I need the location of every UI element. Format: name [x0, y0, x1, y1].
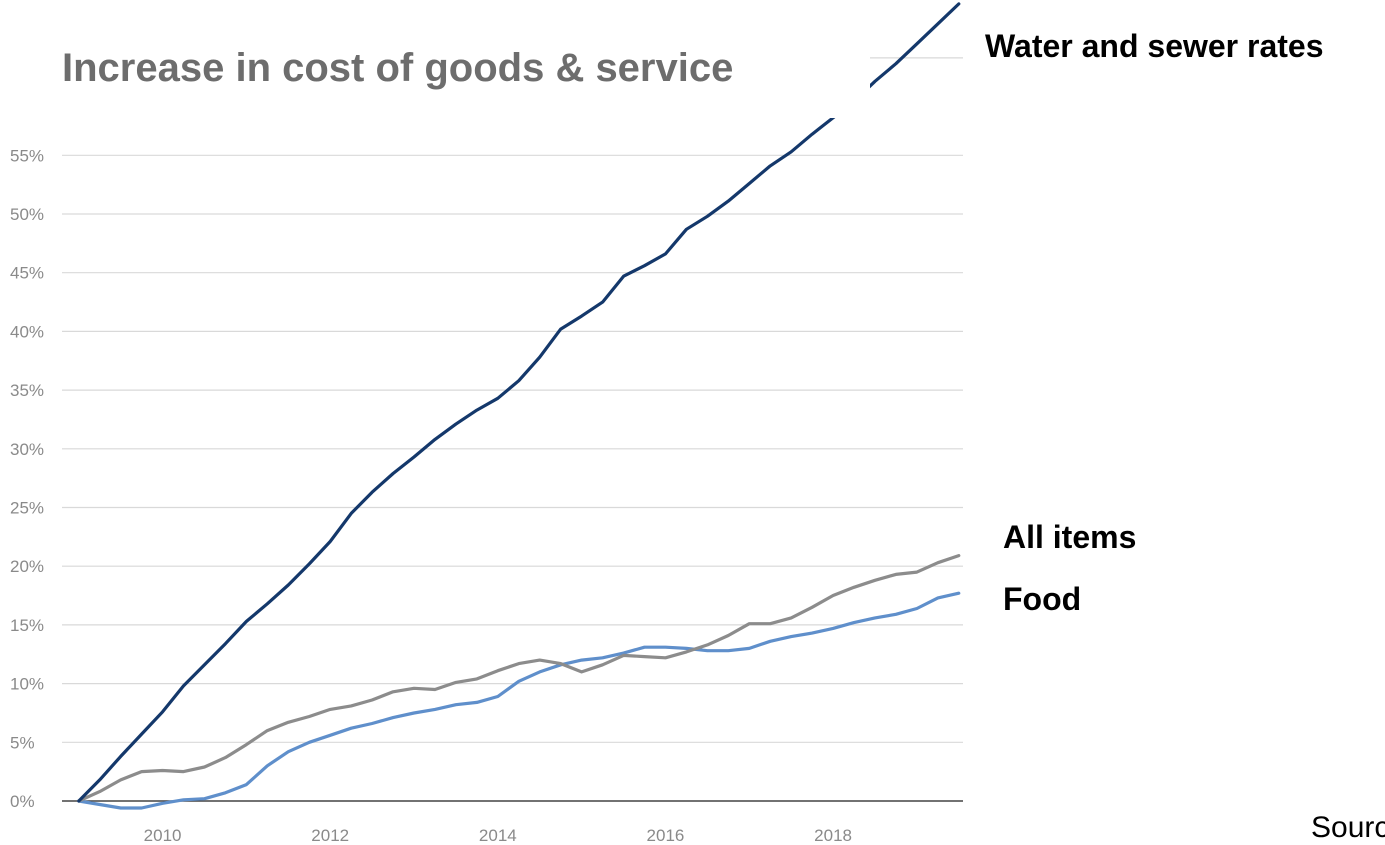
gridlines: [62, 57, 963, 802]
series-line-all: [77, 553, 961, 803]
y-tick-label: 35%: [10, 381, 44, 400]
y-axis-tick-labels: 0% 5% 10% 15% 20% 25% 30% 35% 40% 45% 50% 55%: [10, 146, 44, 811]
y-tick-label: 45%: [10, 264, 44, 283]
series-label-water: Water and sewer rates: [985, 28, 1324, 64]
source-note: Source: [1311, 811, 1385, 844]
y-tick-label: 30%: [10, 440, 44, 459]
x-tick-label: 2018: [814, 826, 852, 845]
series-label-food: Food: [1003, 581, 1082, 617]
x-tick-label: 2014: [479, 826, 517, 845]
y-tick-label: 0%: [10, 792, 35, 811]
series-lines: [77, 2, 961, 810]
y-tick-label: 5%: [10, 733, 35, 752]
series-line-food: [77, 591, 961, 810]
y-tick-label: 20%: [10, 557, 44, 576]
x-tick-label: 2010: [144, 826, 182, 845]
x-axis-tick-labels: 2010 2012 2014 2016 2018: [144, 826, 852, 845]
y-tick-label: 55%: [10, 146, 44, 165]
series-line-water: [77, 2, 961, 803]
y-tick-label: 50%: [10, 205, 44, 224]
title-backdrop: [0, 0, 870, 118]
series-label-all-items: All items: [1003, 519, 1137, 555]
x-tick-label: 2012: [311, 826, 349, 845]
y-tick-label: 25%: [10, 499, 44, 518]
y-tick-label: 15%: [10, 616, 44, 635]
x-tick-label: 2016: [647, 826, 685, 845]
y-tick-label: 10%: [10, 675, 44, 694]
y-tick-label: 40%: [10, 322, 44, 341]
chart-title: Increase in cost of goods & service: [62, 46, 734, 90]
